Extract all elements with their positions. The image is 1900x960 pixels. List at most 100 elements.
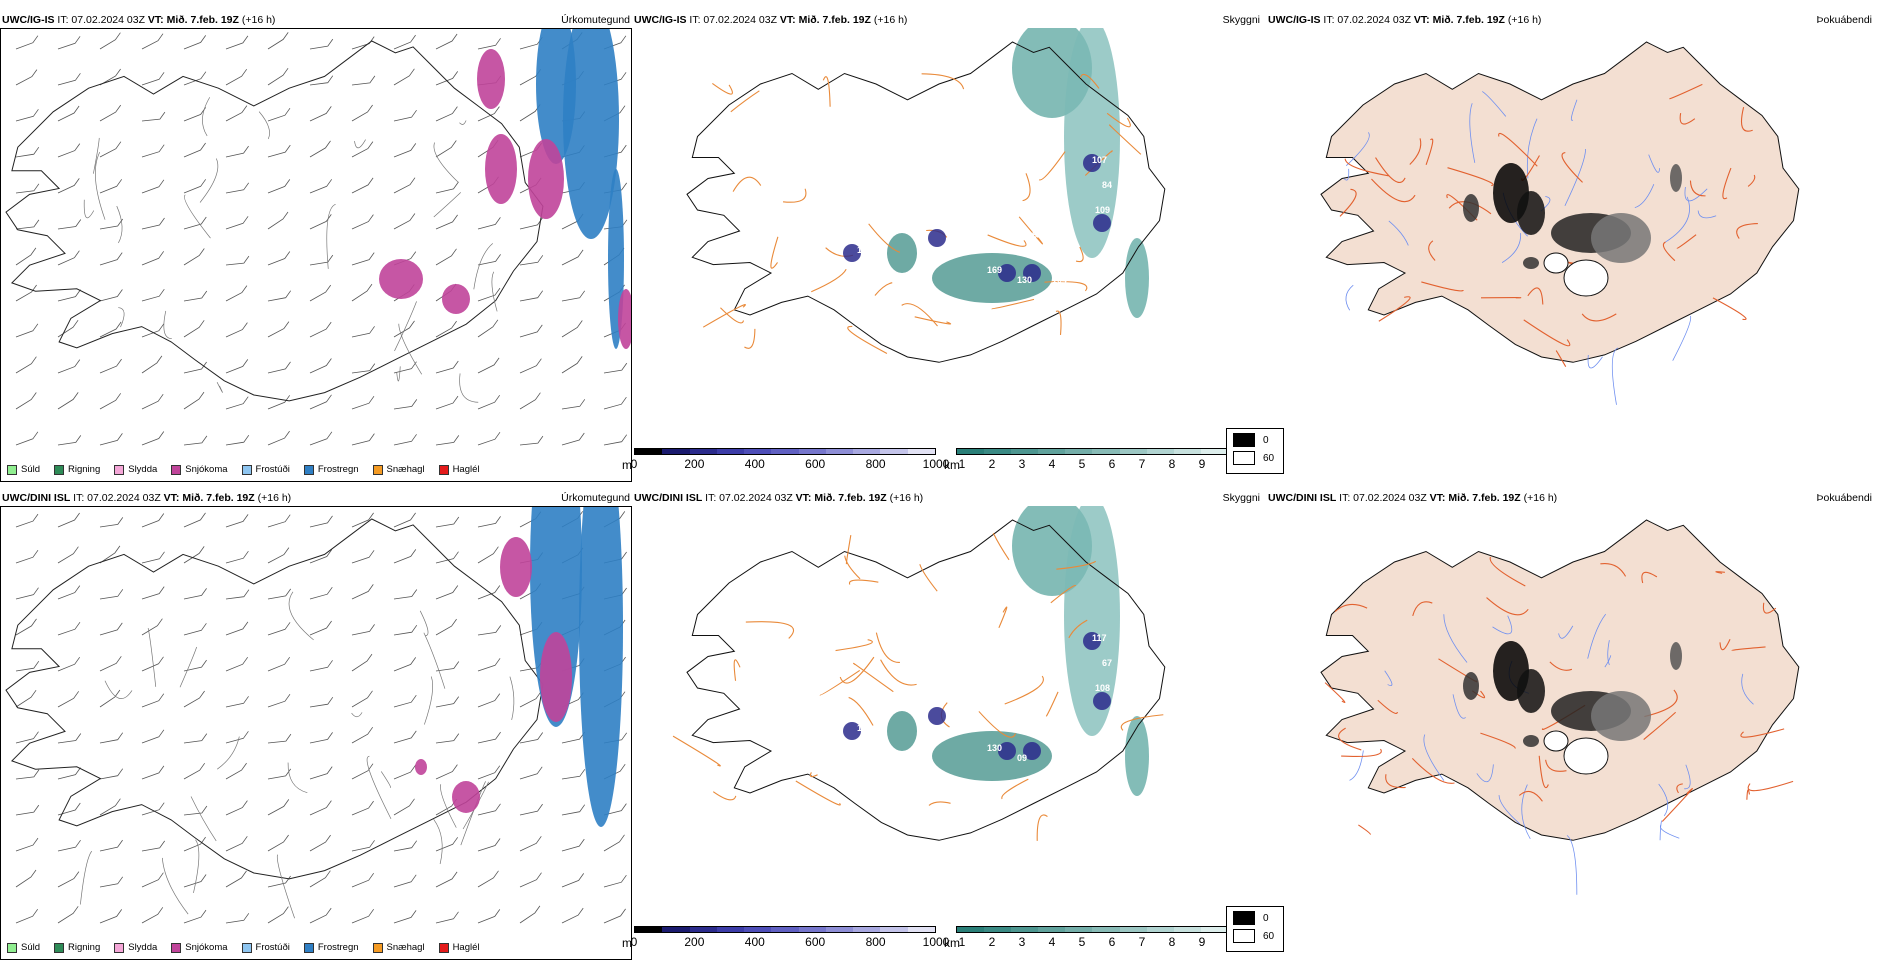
wind-barb <box>100 877 123 887</box>
road-line <box>849 697 873 725</box>
wind-barb <box>562 356 582 373</box>
wind-barb <box>142 432 164 446</box>
wind-barb <box>478 658 500 671</box>
panel-header: UWC/DINI ISL IT: 07.02.2024 03Z VT: Mið.… <box>0 490 632 506</box>
wind-barb <box>184 513 206 527</box>
colorbar-tick: 9 <box>1199 457 1206 471</box>
colorbar-tick: 5 <box>1079 457 1086 471</box>
river-line <box>352 712 363 716</box>
wind-barb <box>184 291 207 301</box>
legend-swatch <box>171 465 181 475</box>
road-line <box>1005 676 1044 704</box>
colorbar-tick: 2 <box>989 935 996 949</box>
wind-barb <box>142 766 164 779</box>
panel-header: UWC/IG-IS IT: 07.02.2024 03Z VT: Mið. 7.… <box>632 12 1266 28</box>
wind-barb <box>352 691 373 707</box>
ceiling-value-label: 130 <box>987 743 1002 753</box>
colorbar-swatch <box>799 927 826 932</box>
legend-label: Súld <box>21 942 40 953</box>
wind-barb <box>100 656 121 671</box>
road-line <box>1039 152 1065 180</box>
fog-area <box>1523 257 1539 269</box>
wind-barb <box>100 290 122 302</box>
wind-barb <box>268 108 290 121</box>
wind-barb <box>562 399 585 409</box>
wind-barb <box>310 359 331 374</box>
wind-barb <box>310 697 333 707</box>
colorbar-tick: 9 <box>1199 935 1206 949</box>
wind-barb <box>310 39 333 49</box>
wind-barb <box>562 805 585 815</box>
wind-barb <box>478 320 498 337</box>
wind-barb <box>436 215 458 229</box>
legend-label: Snjókoma <box>185 464 227 475</box>
legend-swatch <box>54 465 64 475</box>
model-name: UWC/IG-IS <box>1268 14 1321 26</box>
wind-barb <box>352 801 374 815</box>
fog-indicator-panel: UWC/IG-IS IT: 07.02.2024 03Z VT: Mið. 7.… <box>1266 12 1900 482</box>
map-svg <box>1 507 631 959</box>
wind-barb <box>268 252 290 266</box>
road-line <box>1713 298 1746 320</box>
wind-barb <box>58 392 78 409</box>
wind-barb <box>520 906 540 923</box>
colorbar-tick: 800 <box>866 457 886 471</box>
wind-barb <box>394 731 416 743</box>
wind-barb <box>226 435 249 445</box>
wind-barb <box>394 214 415 230</box>
low-ceiling-area <box>1093 692 1111 710</box>
colorbar-swatch <box>853 449 880 454</box>
rivers <box>84 97 497 402</box>
fog-area <box>1523 735 1539 747</box>
river-line <box>80 851 91 904</box>
wind-barb <box>310 214 331 229</box>
river-line <box>162 858 188 914</box>
wind-barb <box>310 732 333 743</box>
wind-barb <box>58 691 79 707</box>
fog-area <box>1670 642 1682 670</box>
legend-label: Slydda <box>128 942 157 953</box>
road-line <box>1748 781 1793 790</box>
wind-barb <box>184 35 206 49</box>
ceiling-value-label: 08 <box>1027 230 1037 240</box>
wind-barb <box>16 184 39 193</box>
wind-barb <box>58 768 81 779</box>
road-line <box>673 736 720 766</box>
wind-barb <box>226 36 248 49</box>
wind-barb <box>226 216 248 229</box>
wind-barb <box>394 625 417 635</box>
road-line <box>902 304 938 326</box>
wind-barb <box>16 805 39 815</box>
legend-label: Frostregn <box>318 942 359 953</box>
fog-map[interactable] <box>1266 506 1900 926</box>
wind-barb <box>478 432 500 445</box>
colorbar-tick: 200 <box>684 935 704 949</box>
fog-area <box>1591 213 1651 263</box>
fog-map[interactable] <box>1266 28 1900 448</box>
river-line <box>394 301 416 351</box>
wind-barb <box>268 657 290 671</box>
wind-barb <box>142 907 163 923</box>
precip-area <box>452 781 480 813</box>
wind-barb <box>268 515 290 527</box>
wind-barb <box>16 147 39 157</box>
wind-barb <box>352 178 373 193</box>
road-line <box>796 781 840 805</box>
river-line <box>105 681 132 699</box>
wind-barb <box>394 110 417 121</box>
river-line <box>434 192 461 217</box>
fog-legend-label: 0 <box>1263 913 1269 924</box>
wind-barb <box>604 397 626 409</box>
wind-barb <box>142 251 164 265</box>
ceiling-value-label: 108 <box>1095 683 1110 693</box>
wind-barb <box>436 182 459 193</box>
wind-barb <box>58 320 78 337</box>
wind-barb <box>436 361 458 373</box>
wind-barb <box>478 909 500 923</box>
